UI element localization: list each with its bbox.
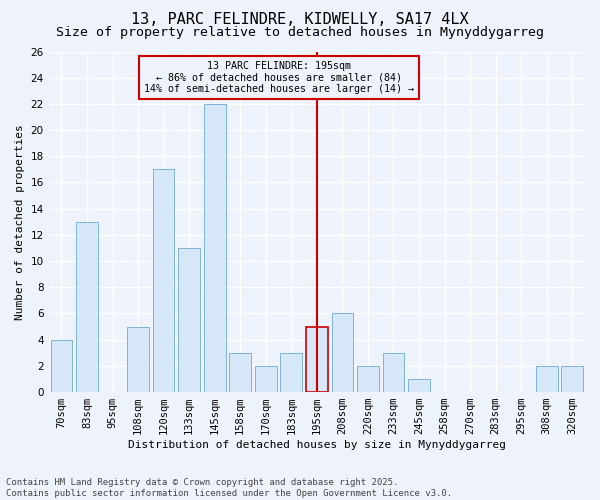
Bar	[536, 366, 557, 392]
Bar	[357, 366, 379, 392]
Bar	[280, 353, 302, 392]
Bar	[408, 379, 430, 392]
Bar	[383, 353, 404, 392]
Bar	[332, 314, 353, 392]
Bar	[204, 104, 226, 392]
Bar	[306, 326, 328, 392]
Bar	[229, 353, 251, 392]
Bar	[255, 366, 277, 392]
Bar	[562, 366, 583, 392]
Text: Contains HM Land Registry data © Crown copyright and database right 2025.
Contai: Contains HM Land Registry data © Crown c…	[6, 478, 452, 498]
Bar	[127, 326, 149, 392]
Bar	[178, 248, 200, 392]
Bar	[153, 170, 175, 392]
Text: 13, PARC FELINDRE, KIDWELLY, SA17 4LX: 13, PARC FELINDRE, KIDWELLY, SA17 4LX	[131, 12, 469, 28]
Text: Size of property relative to detached houses in Mynyddygarreg: Size of property relative to detached ho…	[56, 26, 544, 39]
Bar	[50, 340, 72, 392]
Bar	[76, 222, 98, 392]
Text: 13 PARC FELINDRE: 195sqm
← 86% of detached houses are smaller (84)
14% of semi-d: 13 PARC FELINDRE: 195sqm ← 86% of detach…	[143, 60, 413, 94]
X-axis label: Distribution of detached houses by size in Mynyddygarreg: Distribution of detached houses by size …	[128, 440, 506, 450]
Y-axis label: Number of detached properties: Number of detached properties	[15, 124, 25, 320]
